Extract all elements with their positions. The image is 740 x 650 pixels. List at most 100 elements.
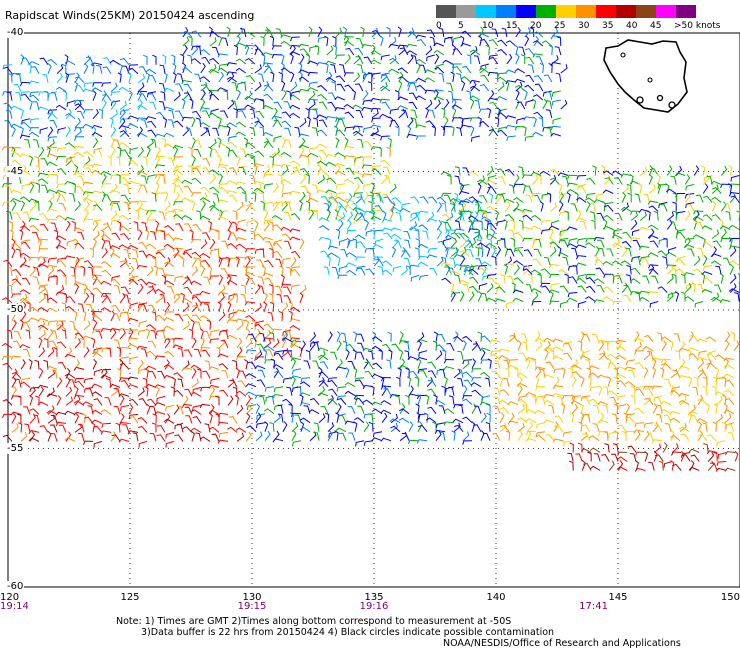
wind-barb (678, 347, 690, 352)
wind-barb (442, 349, 447, 360)
wind-barb (74, 81, 79, 92)
wind-barb (615, 345, 627, 352)
wind-barb (562, 341, 573, 348)
wind-barb (163, 72, 168, 83)
wind-barb (109, 252, 121, 259)
wind-barb (629, 291, 641, 296)
wind-barb (615, 374, 627, 379)
wind-barb (209, 63, 217, 74)
wind-barb (491, 370, 501, 378)
wind-barb (404, 350, 410, 360)
wind-barb (398, 75, 409, 83)
wind-barb (408, 421, 414, 432)
wind-barb (254, 120, 265, 128)
wind-barb (541, 285, 551, 293)
wind-barb (477, 116, 482, 128)
wind-barb (101, 238, 106, 250)
wind-barb (245, 319, 250, 331)
wind-barb (609, 273, 615, 284)
wind-barb (280, 178, 292, 185)
wind-barb (93, 147, 103, 154)
wind-barb (386, 146, 391, 157)
wind-barb (181, 367, 193, 372)
wind-barb (352, 331, 358, 342)
wind-barb (105, 378, 112, 388)
wind-barb (326, 45, 334, 56)
wind-barb (344, 84, 355, 92)
wind-barb (566, 188, 578, 194)
wind-barb (39, 57, 49, 65)
wind-barb (510, 237, 515, 248)
wind-barb (305, 53, 310, 65)
wind-barb (32, 231, 40, 241)
wind-barb (154, 288, 166, 295)
wind-barb (104, 397, 112, 406)
wind-barb (334, 96, 346, 101)
wind-barb (469, 49, 481, 56)
wind-barb (398, 408, 410, 415)
wind-barb (486, 274, 497, 280)
wind-barb (308, 81, 318, 88)
wind-barb (116, 173, 121, 184)
wind-barb (92, 82, 102, 87)
wind-barb (91, 190, 103, 195)
wind-barb (138, 440, 148, 448)
wind-barb (386, 26, 391, 38)
wind-barb (661, 358, 668, 369)
wind-barb (665, 188, 677, 194)
wind-barb (671, 443, 679, 453)
wind-barb (66, 100, 76, 108)
wind-barb (338, 205, 348, 213)
wind-barb (558, 228, 565, 239)
wind-barb (82, 310, 87, 322)
wind-barb (71, 274, 76, 285)
wind-barb (581, 459, 586, 471)
wind-barb (73, 171, 85, 176)
wind-barb (40, 158, 49, 167)
wind-barb (558, 269, 569, 275)
wind-barb (543, 419, 555, 424)
wind-barb (249, 174, 256, 184)
wind-barb (255, 422, 266, 429)
wind-barb (50, 222, 58, 232)
wind-barb (417, 394, 422, 405)
wind-barb (380, 159, 391, 167)
wind-barb (374, 205, 384, 213)
wind-barb (156, 111, 166, 120)
wind-barb (299, 118, 307, 128)
wind-barb (227, 141, 238, 149)
wind-barb (525, 437, 537, 442)
wind-barb (92, 314, 103, 322)
wind-barb (15, 91, 22, 101)
wind-barb (456, 73, 463, 83)
wind-barb (65, 72, 70, 83)
wind-barb (719, 272, 724, 284)
wind-barb (263, 183, 274, 190)
wind-barb (101, 234, 112, 241)
wind-barb (530, 288, 542, 293)
wind-barb (172, 344, 184, 349)
wind-barb (539, 62, 545, 74)
wind-barb (32, 139, 40, 148)
wind-barb (280, 34, 291, 39)
wind-barb (64, 255, 76, 260)
wind-barb (222, 329, 229, 340)
wind-barb (12, 268, 22, 277)
wind-barb (6, 91, 13, 101)
wind-barb (490, 228, 496, 240)
wind-barb (259, 248, 265, 258)
wind-barb (468, 218, 473, 230)
wind-barb (678, 426, 690, 433)
wind-barb (191, 116, 196, 128)
wind-barb (324, 35, 329, 47)
wind-barb (515, 53, 520, 65)
wind-barb (480, 216, 492, 222)
wind-barb (728, 245, 740, 250)
wind-barb (481, 211, 492, 218)
wind-barb (44, 90, 49, 101)
wind-barb (504, 264, 509, 275)
wind-barb (244, 271, 256, 277)
wind-barb (144, 386, 149, 397)
wind-barb (29, 431, 36, 442)
wind-barb (703, 195, 713, 203)
